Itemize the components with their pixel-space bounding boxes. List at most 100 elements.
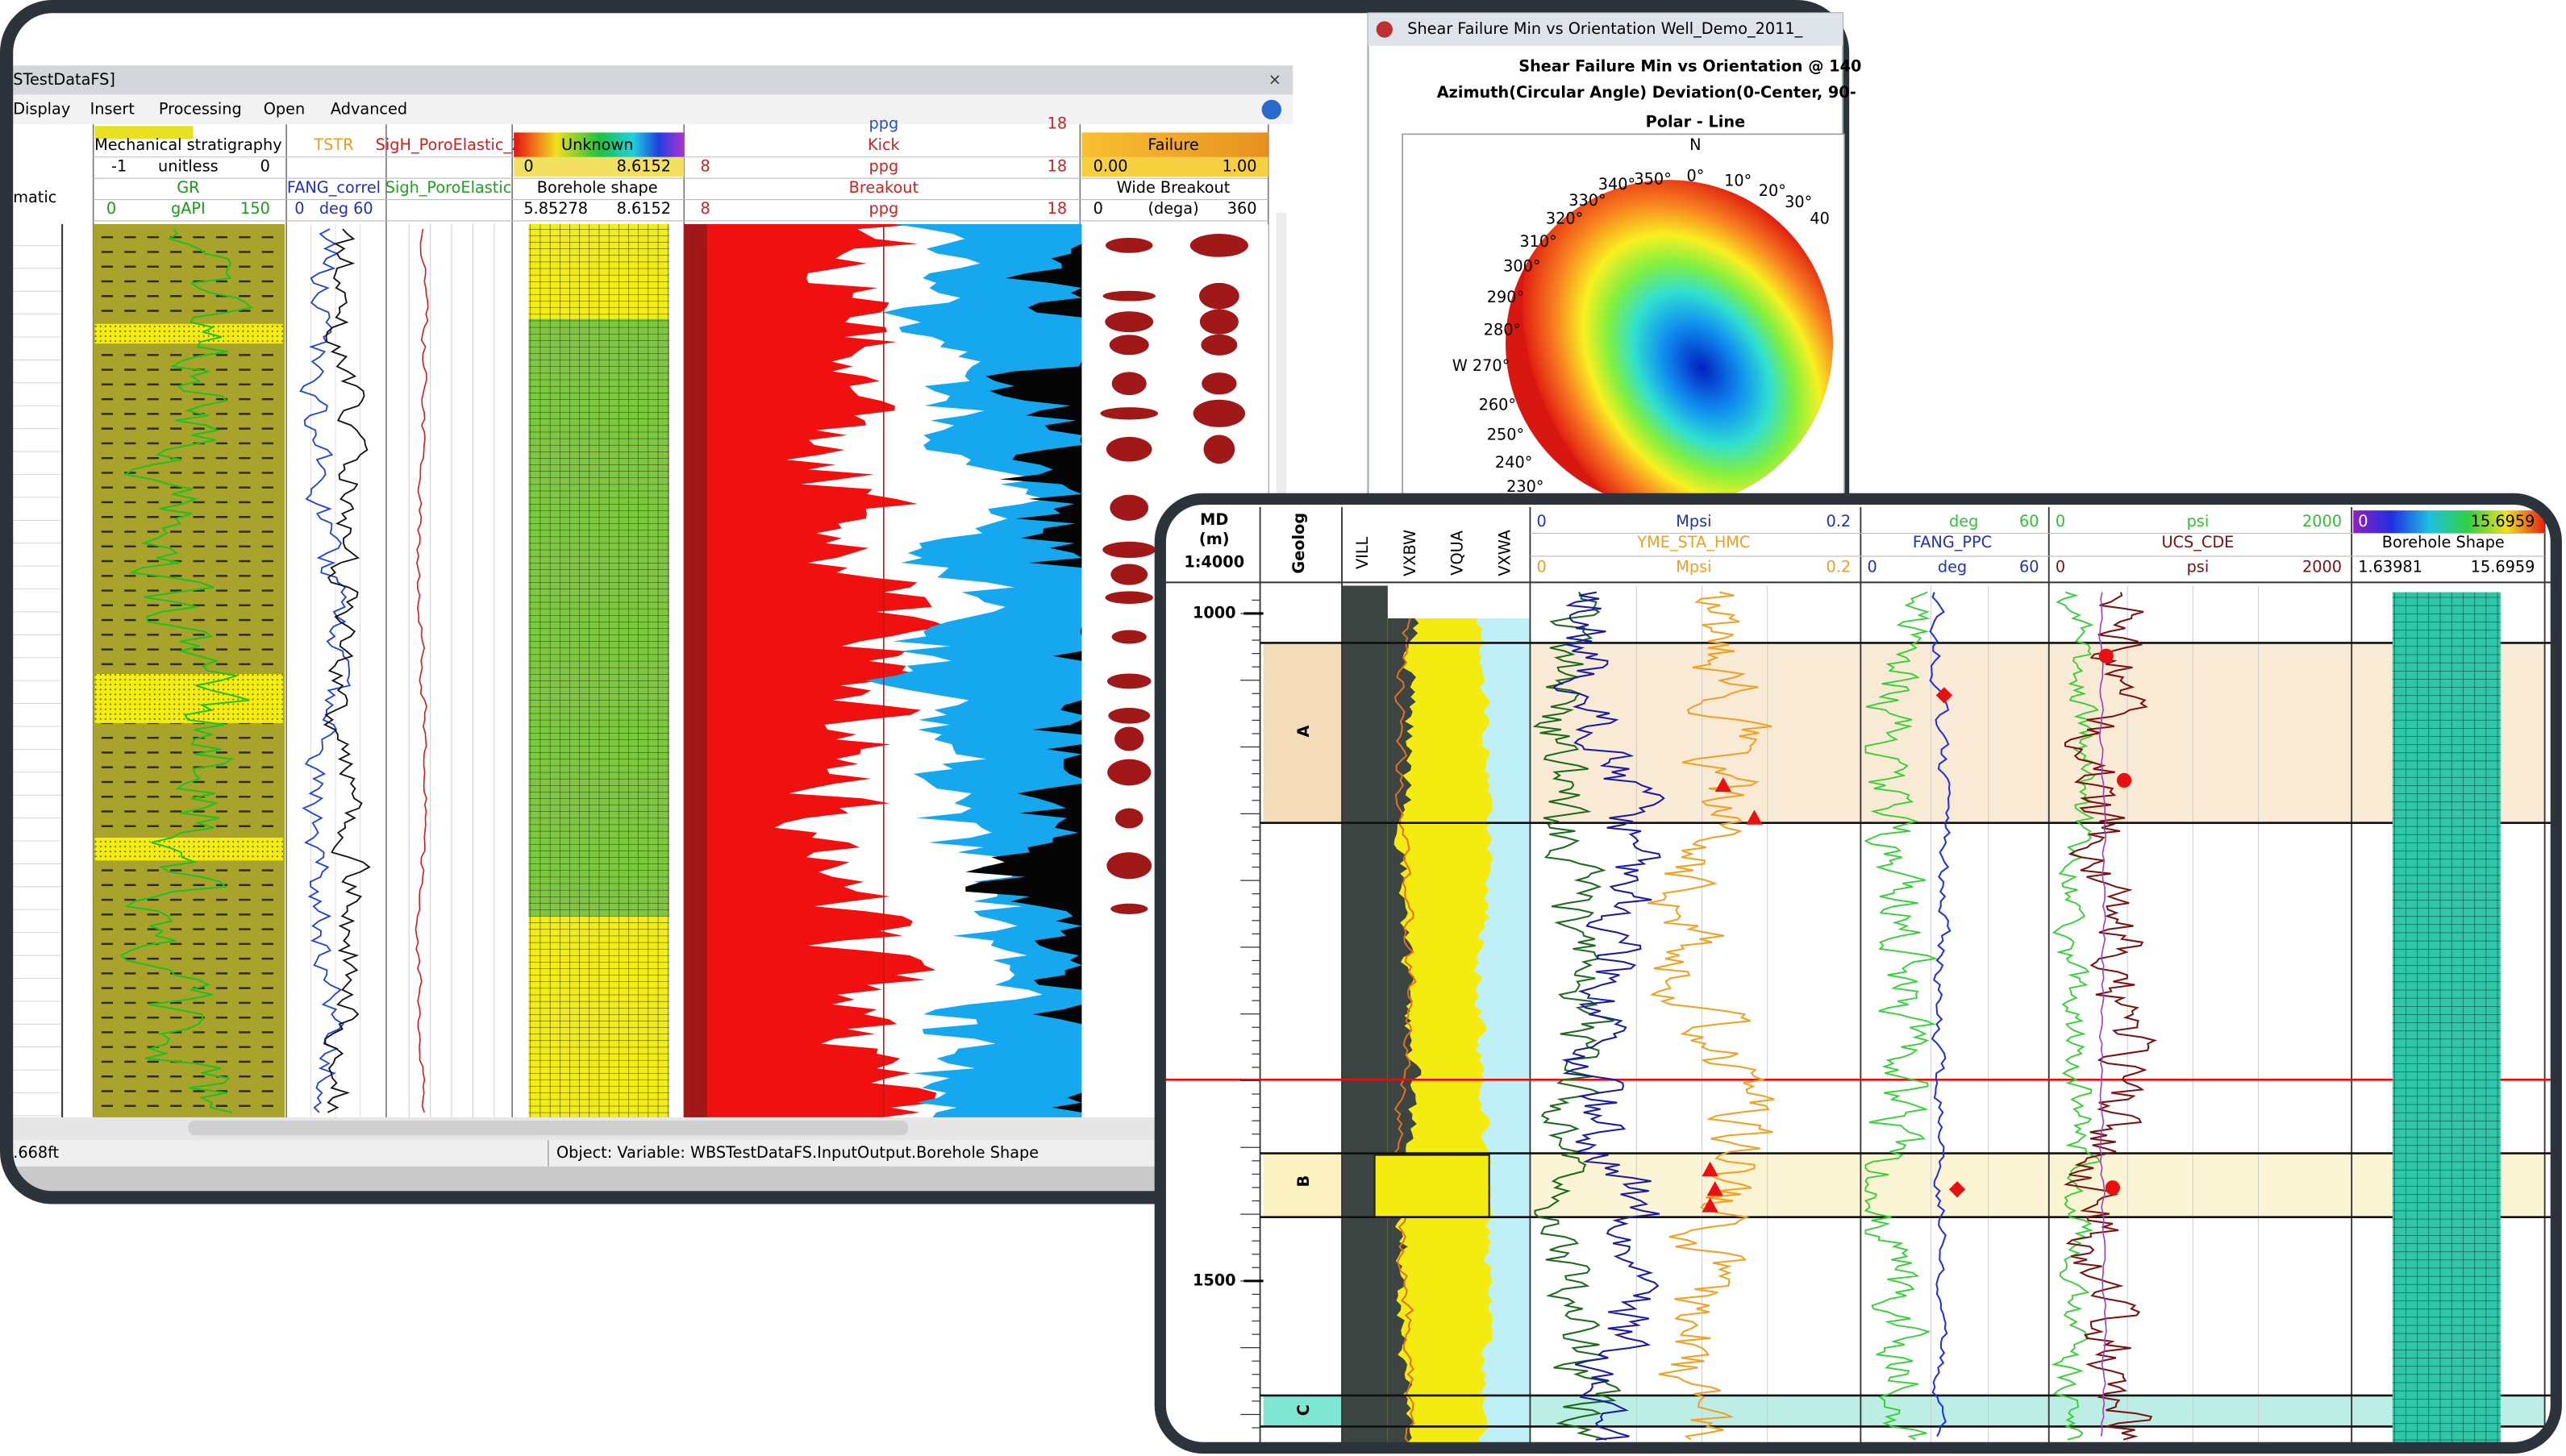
log-curve [2098, 592, 2107, 1437]
log-curve [2051, 591, 2101, 1441]
track-header: 0 [2056, 512, 2065, 530]
log-curve [323, 228, 371, 1113]
track-header: 60 [2019, 512, 2039, 530]
track-header: Breakout [849, 178, 919, 197]
log-name: VILL [1353, 536, 1372, 569]
track-header: Borehole shape [537, 178, 658, 197]
event-marker [2098, 648, 2114, 664]
track-header: 0.2 [1827, 512, 1852, 530]
sand-band [94, 323, 284, 344]
color-bar [2353, 510, 2545, 534]
status-text: Object: Variable: WBSTestDataFS.InputOut… [556, 1143, 1039, 1162]
track-header: Borehole Shape [2382, 533, 2505, 551]
angle-label: 280° [1484, 320, 1521, 339]
menu-item: Open [264, 99, 305, 118]
event-marker [1702, 1161, 1718, 1177]
label: Shear Failure Min vs Orientation Well_De… [1407, 19, 1802, 38]
track-header: 18 [1048, 114, 1068, 133]
breakout-blob [1189, 233, 1248, 257]
zone-band [1530, 643, 2545, 823]
angle-label: 350° [1634, 170, 1671, 189]
label: MD [1200, 510, 1228, 529]
breakout-blob [1109, 335, 1149, 356]
track-header: 1.63981 [2358, 558, 2422, 576]
track-header: FANG_correl [287, 178, 381, 197]
angle-label: 10° [1724, 172, 1752, 190]
breakout-blob [1111, 630, 1147, 644]
breakout-blob [1198, 282, 1239, 310]
track-header: deg [319, 199, 348, 218]
breakout-blob [1106, 852, 1152, 880]
track-header: 0 [1537, 512, 1547, 530]
track [288, 224, 385, 1117]
zone-band [1530, 1153, 2545, 1217]
track-header: Sigh_PoroElastic [385, 178, 512, 197]
log-curve [1864, 591, 1939, 1441]
track-header: 0 [1867, 558, 1877, 576]
log-fill [965, 224, 1082, 1117]
track-header: ppg [869, 199, 898, 218]
angle-label: 310° [1519, 232, 1556, 251]
event-marker [1714, 776, 1732, 792]
breakout-blob [1199, 309, 1239, 335]
log-curve [299, 228, 351, 1113]
track-header: deg [1949, 512, 1978, 530]
breakout-blob [1111, 372, 1147, 396]
zone-box [1263, 1153, 1343, 1217]
track-header: 0 [2358, 512, 2368, 530]
help-icon [1261, 99, 1281, 120]
log-curve [119, 228, 254, 1113]
lithology-track [93, 224, 285, 1117]
angle-label: 250° [1487, 425, 1524, 443]
label: matic [13, 188, 56, 206]
polar-title-bar [1368, 13, 1843, 46]
label: 1:4000 [1184, 553, 1244, 572]
angle-label: 340° [1598, 175, 1635, 193]
track-header: 8 [701, 156, 710, 175]
sand-band [94, 674, 284, 723]
depth-label: 1500 [1193, 1271, 1236, 1289]
menu-item: Insert [90, 99, 135, 118]
event-marker [1706, 1181, 1723, 1196]
label: Azimuth(Circular Angle) Deviation(0-Cent… [1437, 83, 1856, 102]
track-header: 0.2 [1827, 558, 1852, 576]
title-bar [13, 65, 1293, 95]
breakout-blob [1105, 311, 1154, 333]
log-track [1373, 1154, 1490, 1218]
event-marker [1702, 1197, 1718, 1213]
breakout-blob [1201, 334, 1238, 356]
track-header: 2000 [2302, 558, 2342, 576]
event-marker [1746, 809, 1763, 825]
angle-label: 20° [1759, 181, 1786, 200]
track-header: ppg [869, 156, 898, 175]
track-header: 60 [353, 199, 373, 218]
depth-track [13, 224, 63, 1117]
track-header: 15.6959 [2471, 512, 2535, 530]
track-header: UCS_CDE [2161, 533, 2234, 551]
breakout-blob [1203, 435, 1235, 464]
color-bar [1081, 132, 1268, 157]
track-header: ppg [869, 114, 898, 133]
angle-label: 240° [1495, 453, 1532, 472]
breakout-blob [1110, 494, 1149, 521]
track-header: 1.00 [1223, 156, 1257, 175]
zone-label: C [1294, 1404, 1313, 1416]
track-header: 0 [294, 199, 304, 218]
track-header: 2000 [2302, 512, 2342, 530]
right-window: A B C MD(m) 1:4000 Geolog VILL VXBW VQUA VXWA 0 Mps… [1164, 507, 2551, 1443]
angle-label: 0° [1686, 167, 1704, 185]
label: Shear Failure Min vs Orientation @ 140 [1518, 57, 1861, 76]
app-icon [1376, 21, 1393, 38]
angle-label: 300° [1503, 256, 1540, 275]
log-curve [1929, 592, 1952, 1437]
track-header: 15.6959 [2471, 558, 2535, 576]
track-header: 0 [106, 199, 116, 218]
track [387, 224, 511, 1117]
track-header: GR [177, 178, 199, 197]
breakout-blob [1114, 808, 1143, 829]
label: STestDataFS] [13, 70, 115, 89]
track-header: 60 [2019, 558, 2039, 576]
track-header: TSTR [313, 135, 353, 154]
close-button: × [1268, 70, 1281, 89]
borehole-mesh [528, 224, 669, 1117]
